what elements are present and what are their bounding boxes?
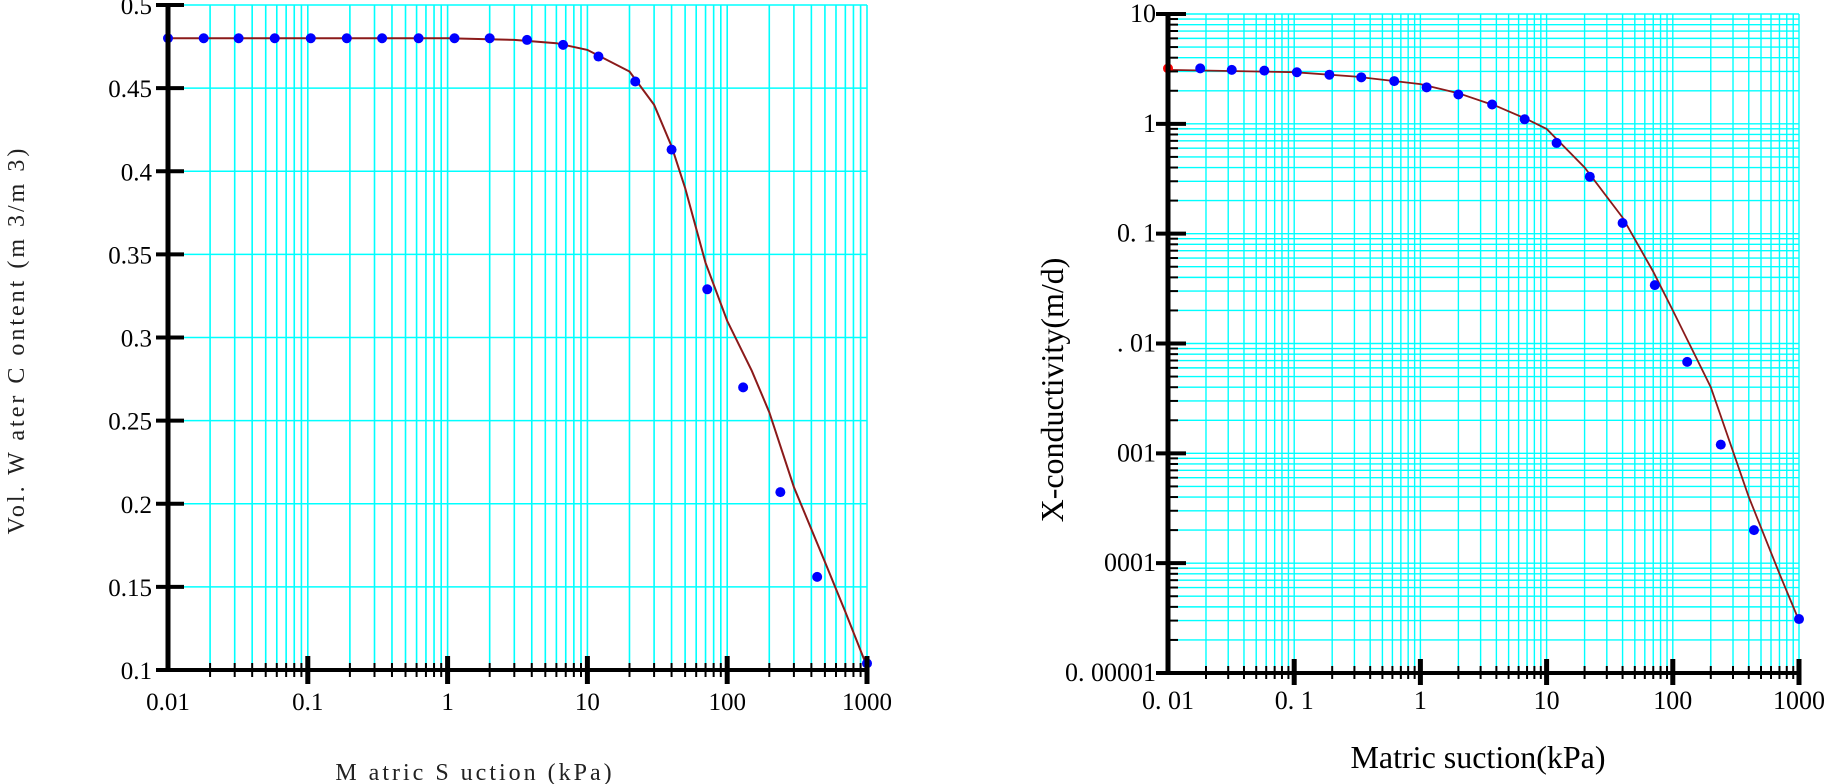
data-point-marker: [1195, 63, 1206, 74]
data-point-marker: [269, 33, 280, 44]
left-chart-fitted-curve: [168, 37, 868, 668]
y-tick-label: 0001: [1104, 548, 1156, 577]
data-point-marker: [1617, 218, 1628, 229]
data-point-marker: [1291, 67, 1302, 78]
right-chart-grid: [1167, 13, 1800, 674]
left-chart-data-points: [163, 33, 872, 669]
y-tick-label: 0.1: [121, 658, 152, 685]
data-point-marker: [1682, 356, 1693, 367]
y-tick-label: 0.4: [121, 159, 153, 186]
data-point-marker: [1421, 82, 1432, 93]
data-point-marker: [630, 76, 641, 87]
data-point-marker: [666, 144, 677, 155]
y-tick-label: 1: [1143, 109, 1156, 138]
data-point-marker: [558, 39, 569, 50]
data-point-marker: [413, 33, 424, 44]
data-point-marker: [1226, 64, 1237, 75]
data-point-marker: [198, 33, 209, 44]
right-chart-x-axis-title: Matric suction(kPa): [1350, 739, 1605, 775]
y-tick-label: 001: [1117, 438, 1156, 467]
data-point-marker: [377, 33, 388, 44]
left-chart-x-axis-title: M atric S uction (kPa): [335, 760, 614, 784]
y-tick-label: 0.25: [108, 409, 152, 436]
fitted-curve-line: [1167, 69, 1800, 621]
x-tick-label: 0.01: [146, 689, 190, 716]
right-chart-tick-labels: 0. 00001 0001 001 . 01 0. 1 1 10 0. 01 0. 1 1 10 10…: [1065, 0, 1825, 715]
x-tick-label: 100: [1653, 686, 1692, 715]
left-chart-tick-labels: 0.1 0.15 0.2 0.25 0.3 0.35 0.4 0.45 0.5 0.01 0.1 1 1…: [108, 0, 892, 716]
y-tick-label: 10: [1130, 0, 1156, 28]
data-point-marker: [812, 571, 823, 582]
data-point-marker: [233, 33, 244, 44]
data-point-marker: [1356, 72, 1367, 83]
right-chart-axes: [1156, 12, 1802, 685]
x-tick-label: 0.1: [292, 689, 323, 716]
x-tick-label: 1000: [1773, 686, 1825, 715]
data-point-marker: [1389, 76, 1400, 87]
fitted-curve-line: [168, 37, 868, 668]
y-tick-label: 0.2: [121, 492, 152, 519]
x-tick-label: 0. 01: [1142, 686, 1194, 715]
x-tick-label: 100: [708, 689, 746, 716]
data-point-marker: [738, 382, 749, 393]
data-point-marker: [484, 33, 495, 44]
x-tick-label: 0. 1: [1275, 686, 1314, 715]
data-point-marker: [341, 33, 352, 44]
water-content-chart: 0.1 0.15 0.2 0.25 0.3 0.35 0.4 0.45 0.5 0.01 0.1 1 1…: [4, 0, 892, 784]
x-tick-label: 1: [1414, 686, 1427, 715]
y-tick-label: 0.35: [108, 242, 152, 269]
right-chart-fitted-curve: [1167, 69, 1800, 621]
x-tick-label: 10: [1534, 686, 1560, 715]
right-chart-y-axis-title: X-conductivity(m/d): [1034, 258, 1070, 523]
data-point-marker: [1259, 65, 1270, 76]
y-tick-label: 0. 1: [1117, 219, 1156, 248]
data-point-marker: [1715, 439, 1726, 450]
conductivity-chart: 0. 00001 0001 001 . 01 0. 1 1 10 0. 01 0. 1 1 10 10…: [1034, 0, 1825, 775]
x-tick-label: 1000: [842, 689, 892, 716]
x-tick-label: 10: [575, 689, 600, 716]
left-chart-y-axis-title: Vol. W ater C ontent (m 3/m 3): [4, 146, 30, 535]
left-chart-axes: [156, 3, 870, 684]
data-point-marker: [305, 33, 316, 44]
y-tick-label: 0.15: [108, 575, 152, 602]
y-tick-label: 0.5: [121, 0, 152, 20]
data-point-marker: [1324, 69, 1335, 80]
data-point-marker: [775, 487, 786, 498]
data-point-marker: [522, 34, 533, 45]
data-point-marker: [449, 33, 460, 44]
data-point-marker: [1519, 114, 1530, 125]
data-point-marker: [1453, 89, 1464, 100]
data-point-marker: [1649, 280, 1660, 291]
x-tick-label: 1: [441, 689, 454, 716]
y-tick-label: 0.45: [108, 76, 152, 103]
data-point-marker: [1794, 614, 1804, 625]
data-point-marker: [1487, 99, 1498, 110]
data-point-marker: [702, 284, 713, 295]
data-point-marker: [1584, 171, 1595, 182]
data-point-marker: [1551, 137, 1562, 148]
data-point-marker: [593, 51, 604, 62]
y-tick-label: 0. 00001: [1065, 658, 1156, 687]
y-tick-label: 0.3: [121, 326, 152, 353]
y-tick-label: . 01: [1117, 329, 1156, 358]
left-chart-grid: [167, 4, 868, 671]
data-point-marker: [1749, 525, 1760, 536]
